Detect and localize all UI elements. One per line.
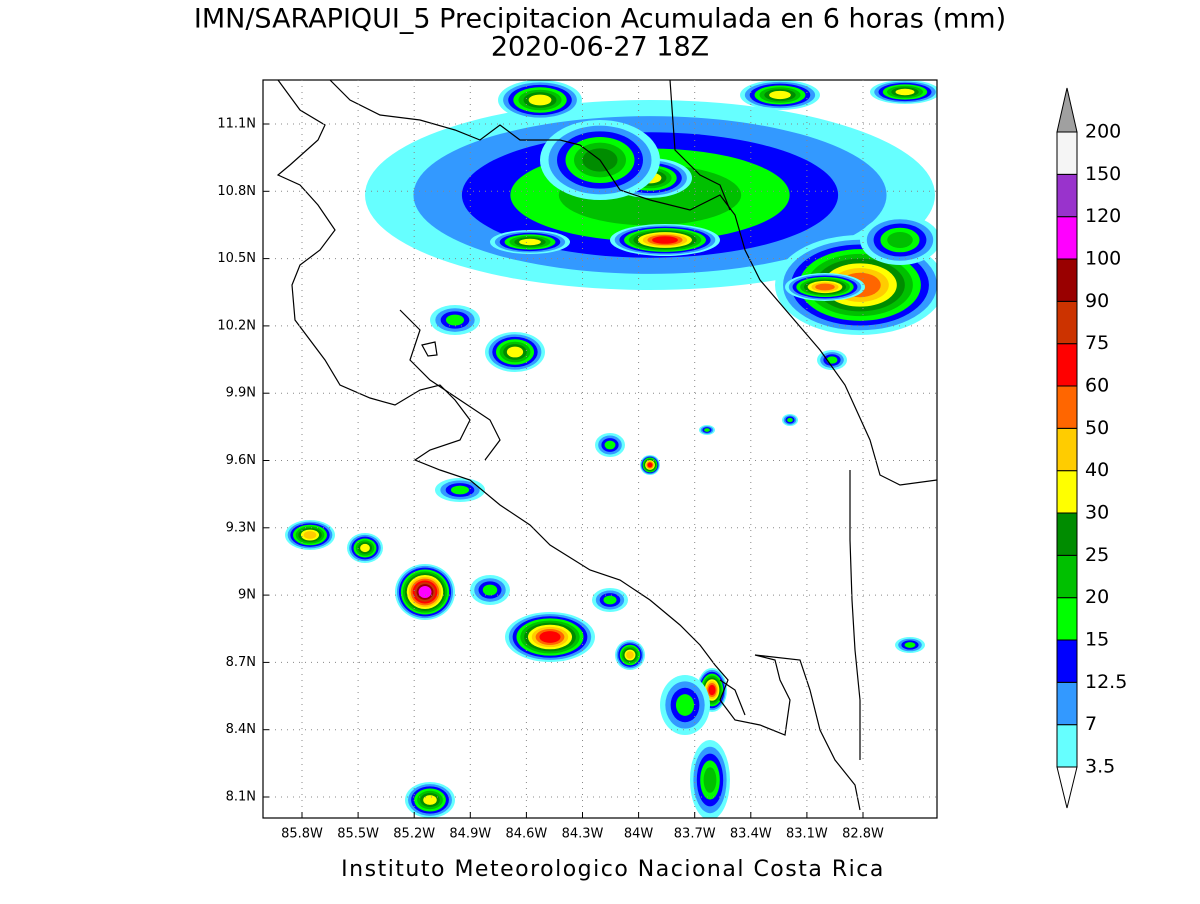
rain-contour bbox=[887, 232, 913, 248]
colorbar-segment bbox=[1056, 258, 1078, 302]
colorbar-segment bbox=[1056, 639, 1078, 683]
title: IMN/SARAPIQUI_5 Precipitacion Acumulada … bbox=[194, 4, 1006, 35]
rain-contour bbox=[826, 356, 838, 364]
rain-contour bbox=[360, 543, 370, 553]
colorbar-label: 40 bbox=[1085, 459, 1109, 481]
lon-tick-label: 83.7W bbox=[674, 827, 716, 842]
colorbar-segment bbox=[1056, 427, 1078, 472]
lat-tick-label: 8.4N bbox=[226, 722, 256, 737]
lat-tick-label: 9.6N bbox=[226, 453, 256, 468]
rain-contour bbox=[652, 236, 678, 244]
lon-tick-label: 84.3W bbox=[562, 827, 604, 842]
lon-tick-label: 82.8W bbox=[842, 827, 884, 842]
lon-tick-label: 85.5W bbox=[337, 827, 379, 842]
rain-contour bbox=[703, 767, 717, 793]
lat-tick-label: 10.2N bbox=[217, 318, 256, 333]
rain-contour bbox=[528, 94, 552, 106]
rain-contour bbox=[704, 428, 710, 432]
colorbar-segment bbox=[1056, 724, 1078, 768]
coastlines bbox=[276, 80, 937, 811]
rain-contour bbox=[769, 90, 791, 100]
rain-contour bbox=[418, 585, 432, 599]
lat-tick-label: 8.7N bbox=[226, 655, 256, 670]
colorbar-label: 60 bbox=[1085, 375, 1109, 397]
rain-contour bbox=[904, 642, 916, 648]
lon-tick-label: 85.8W bbox=[281, 827, 323, 842]
colorbar-label: 100 bbox=[1085, 248, 1121, 270]
colorbar-label: 12.5 bbox=[1085, 671, 1127, 693]
colorbar-label: 120 bbox=[1085, 205, 1121, 227]
lat-tick-label: 10.5N bbox=[217, 251, 256, 266]
lon-tick-label: 84W bbox=[624, 827, 654, 842]
colorbar-label: 200 bbox=[1085, 121, 1121, 143]
lon-tick-label: 83.1W bbox=[786, 827, 828, 842]
colorbar-segment bbox=[1056, 131, 1078, 175]
colorbar-segment bbox=[1056, 385, 1078, 429]
precipitation-field bbox=[285, 80, 937, 818]
rain-contour bbox=[539, 631, 561, 643]
lon-tick-label: 83.4W bbox=[730, 827, 772, 842]
rain-contour bbox=[445, 314, 465, 326]
lat-tick-label: 9N bbox=[238, 588, 256, 603]
rain-contour bbox=[815, 283, 835, 291]
rain-contour bbox=[506, 346, 524, 358]
colorbar-label: 3.5 bbox=[1085, 756, 1115, 778]
rain-contour bbox=[895, 88, 915, 96]
colorbar-segment bbox=[1056, 597, 1078, 641]
rain-contour bbox=[519, 238, 541, 246]
lat-tick-label: 11.1N bbox=[217, 117, 256, 132]
lat-tick-label: 9.9N bbox=[226, 386, 256, 401]
rain-contour bbox=[647, 462, 653, 468]
colorbar-under bbox=[1056, 766, 1078, 809]
colorbar-segment bbox=[1056, 343, 1078, 387]
colorbar-label: 7 bbox=[1085, 713, 1097, 735]
colorbar-label: 15 bbox=[1085, 629, 1109, 651]
colorbar-over bbox=[1056, 87, 1078, 133]
rain-contour bbox=[603, 595, 617, 605]
colorbar-label: 50 bbox=[1085, 417, 1109, 439]
rain-contour bbox=[626, 651, 634, 659]
colorbar-label: 30 bbox=[1085, 502, 1109, 524]
colorbar-segment bbox=[1056, 470, 1078, 514]
colorbar-segment bbox=[1056, 300, 1078, 345]
colorbar-segment bbox=[1056, 681, 1078, 726]
colorbar-label: 75 bbox=[1085, 332, 1109, 354]
rain-contour bbox=[675, 694, 695, 716]
colorbar-label: 25 bbox=[1085, 544, 1109, 566]
lon-tick-label: 85.2W bbox=[393, 827, 435, 842]
rain-contour bbox=[303, 531, 317, 539]
colorbar-label: 90 bbox=[1085, 290, 1109, 312]
rain-contour bbox=[604, 440, 616, 450]
colorbar-segment bbox=[1056, 173, 1078, 218]
lat-tick-label: 10.8N bbox=[217, 184, 256, 199]
colorbar-label: 150 bbox=[1085, 163, 1121, 185]
rain-contour bbox=[787, 417, 793, 423]
rain-contour bbox=[450, 485, 470, 495]
colorbar-segment bbox=[1056, 512, 1078, 556]
lon-tick-label: 84.9W bbox=[449, 827, 491, 842]
rain-contour bbox=[423, 795, 437, 805]
footer: Instituto Meteorologico Nacional Costa R… bbox=[341, 857, 885, 882]
map-frame bbox=[262, 79, 938, 819]
colorbar-label: 20 bbox=[1085, 586, 1109, 608]
colorbar-segment bbox=[1056, 216, 1078, 260]
rain-contour bbox=[708, 684, 716, 696]
lat-tick-label: 9.3N bbox=[226, 520, 256, 535]
lon-tick-label: 84.6W bbox=[505, 827, 547, 842]
colorbar-segment bbox=[1056, 554, 1078, 599]
lat-tick-label: 8.1N bbox=[226, 790, 256, 805]
subtitle: 2020-06-27 18Z bbox=[491, 32, 709, 63]
rain-contour bbox=[482, 584, 498, 596]
